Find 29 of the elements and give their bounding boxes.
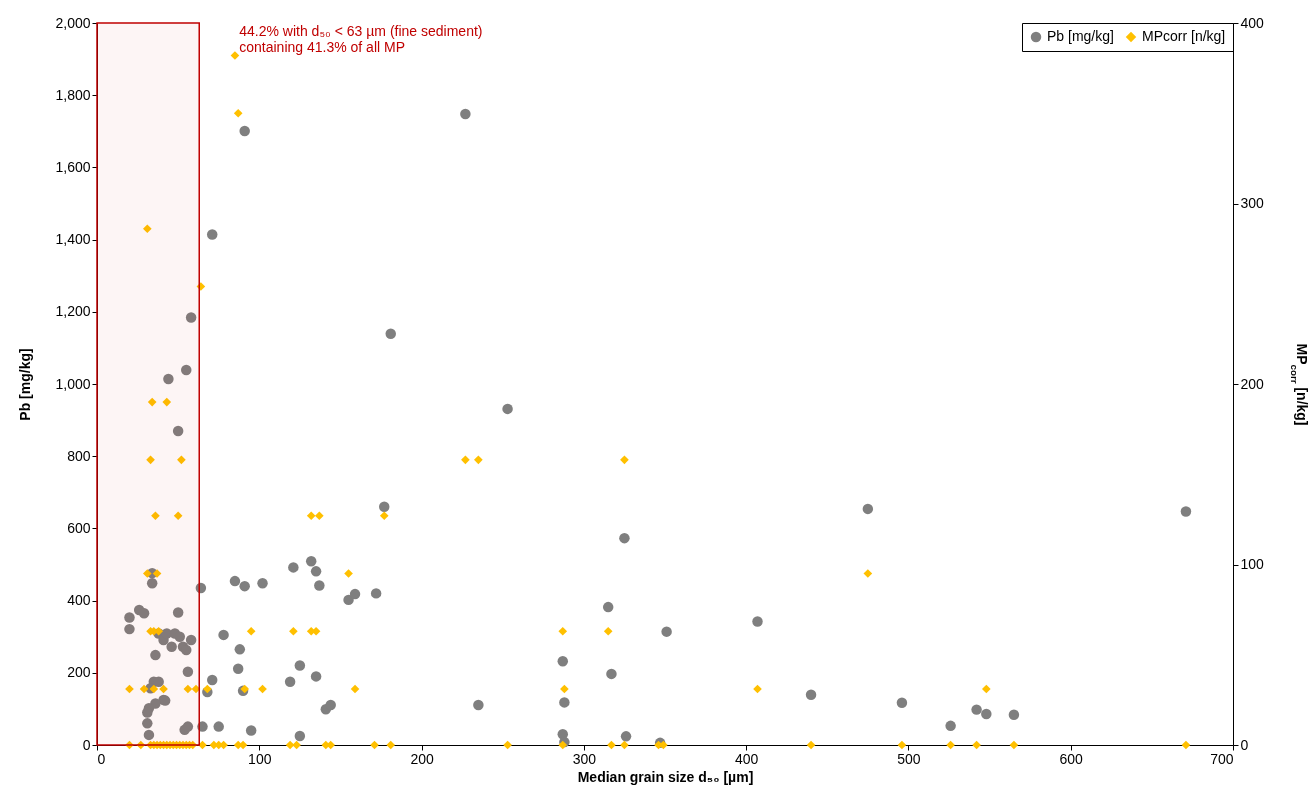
y2-tick-label: 200 [1240,375,1265,392]
y-tick-label: 800 [67,447,91,464]
y2-tick-label: 100 [1240,556,1265,572]
y-tick-label: 1,200 [55,303,91,320]
x-tick-label: 400 [734,750,759,767]
y-tick-label: 400 [67,592,91,609]
y2-tick-label: 0 [1240,736,1249,753]
legend-label: MPcorr [n/kg] [1142,28,1226,44]
x-tick-label: 0 [97,750,106,767]
x-tick-label: 100 [248,750,272,767]
y-tick-label: 1,800 [55,86,91,103]
band-label: 44.2% with d₅₀ < 63 µm (fine sediment) containing 41.3% of all MP [239,23,483,55]
x-tick-label: 500 [897,750,921,767]
x-tick-label: 300 [572,750,597,767]
y-tick-label: 0 [82,736,91,753]
y2-tick-label: 400 [1240,14,1265,31]
x-tick-label: 200 [410,750,434,767]
x-axis-title: Median grain size d₅₀ [µm] [577,768,754,785]
y-tick-label: 200 [67,664,91,681]
y-axis-title: Pb [mg/kg] [17,348,34,421]
x-tick-label: 600 [1059,750,1084,767]
y2-tick-label: 300 [1240,195,1265,211]
y-tick-label: 2,000 [55,14,91,31]
y-tick-label: 1,400 [55,231,91,248]
y-tick-label: 1,000 [55,375,91,392]
y-tick-label: 1,600 [55,158,91,175]
legend-label: Pb [mg/kg] [1047,28,1114,44]
x-tick-label: 700 [1210,750,1234,767]
y-tick-label: 600 [67,519,91,536]
